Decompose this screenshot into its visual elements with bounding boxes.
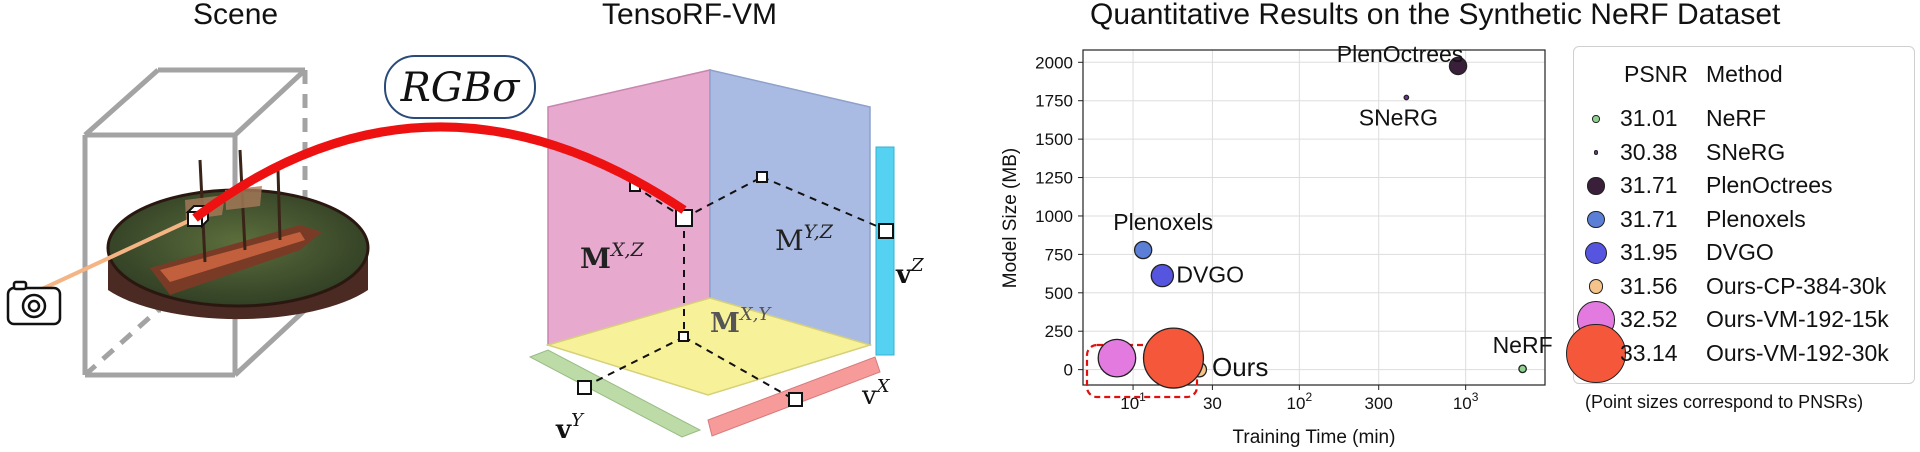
legend-row: 31.71 PlenOctrees: [1574, 170, 1914, 202]
point-labels: NeRF SNeRG PlenOctrees Plenoxels DVGO: [1113, 41, 1552, 358]
point-label-plenoxels: Plenoxels: [1113, 209, 1213, 235]
x-tick-label: 102: [1287, 390, 1313, 413]
legend-marker: [1592, 115, 1600, 123]
legend-marker: [1593, 150, 1599, 155]
y-ticks: 0 250 500 750 1000 1250 1500 1750 2000: [1035, 53, 1083, 380]
tensorf-planes: [545, 69, 873, 396]
point-label-nerf: NeRF: [1493, 332, 1553, 358]
legend-method: Ours-VM-192-30k: [1706, 339, 1889, 366]
x-tick-label: 103: [1453, 390, 1479, 413]
y-tick-label: 1750: [1035, 92, 1073, 111]
legend-psnr: 30.38: [1620, 138, 1678, 165]
legend-row: 31.71 Plenoxels: [1574, 204, 1914, 236]
legend-psnr: 31.01: [1620, 105, 1678, 131]
point-ours-vm-192-15k: [1097, 338, 1137, 378]
x-tick-label: 101: [1120, 390, 1146, 413]
legend-method: PlenOctrees: [1706, 172, 1833, 198]
point-snerg: [1403, 94, 1410, 101]
y-axis-label: Model Size (MB): [1000, 148, 1021, 288]
y-tick-label: 1000: [1035, 207, 1073, 226]
y-tick-label: 250: [1045, 322, 1073, 341]
point-label-dvgo: DVGO: [1176, 262, 1244, 288]
legend-psnr: 31.71: [1620, 205, 1678, 232]
legend-psnr: 33.14: [1620, 339, 1678, 366]
legend-header-method: Method: [1706, 61, 1783, 87]
point-nerf: [1518, 364, 1527, 374]
point-dvgo: [1150, 263, 1175, 288]
x-tick-label: 300: [1365, 394, 1393, 413]
x-tick-label: 30: [1203, 394, 1222, 413]
y-tick-label: 0: [1064, 361, 1073, 380]
legend-row: 31.56 Ours-CP-384-30k: [1574, 271, 1914, 303]
y-tick-label: 2000: [1035, 53, 1073, 72]
point-plenoctrees: [1448, 56, 1468, 76]
legend-marker: [1587, 177, 1605, 195]
query-arc: [192, 122, 687, 222]
rgb-sigma-bubble: RGBσ: [384, 55, 536, 119]
camera-ray: [39, 216, 196, 292]
legend-psnr: 31.95: [1620, 239, 1678, 265]
rgb-sigma-label: RGBσ: [400, 65, 521, 111]
x-axis-label: Training Time (min): [1233, 427, 1396, 448]
legend-row: 32.52 Ours-VM-192-15k: [1574, 301, 1914, 339]
legend-method: SNeRG: [1706, 138, 1786, 165]
legend-method: NeRF: [1706, 105, 1767, 131]
diagram-svg: RGBσ MX,Z MY,Z MX,Y vY vX vZ: [6, 55, 924, 445]
legend-method: Ours-VM-192-15k: [1706, 306, 1889, 332]
point-label-plenoctrees: PlenOctrees: [1337, 41, 1464, 67]
point-ours-vm-192-30k: [1142, 327, 1205, 389]
legend-row: 31.95 DVGO: [1574, 237, 1914, 269]
legend-method: Plenoxels: [1706, 205, 1806, 232]
vector-x-label: vX: [861, 376, 891, 411]
legend-row: 33.14 Ours-VM-192-30k: [1566, 323, 1914, 384]
projection-lines: [583, 176, 887, 401]
ours-annotation: Ours: [1212, 352, 1268, 382]
y-tick-label: 500: [1045, 284, 1073, 303]
camera-icon: [6, 280, 62, 326]
plot-frame: [1082, 49, 1546, 386]
ship-scene-image: [106, 149, 370, 320]
scene-title: Scene: [193, 0, 279, 31]
point-plenoxels: [1133, 240, 1153, 260]
point-label-snerg: SNeRG: [1359, 104, 1438, 130]
legend-marker: [1588, 279, 1604, 294]
sample-markers: [577, 171, 894, 407]
legend-method: Ours-CP-384-30k: [1706, 272, 1887, 299]
legend-marker: [1566, 323, 1626, 384]
y-tick-label: 750: [1045, 245, 1073, 264]
chart-title: Quantitative Results on the Synthetic Ne…: [1090, 0, 1781, 31]
legend-psnr: 32.52: [1620, 306, 1678, 332]
legend-psnr: 31.56: [1620, 272, 1678, 299]
y-tick-label: 1250: [1035, 169, 1073, 188]
point-size-note: (Point sizes correspond to PNSRs): [1585, 392, 1864, 412]
chart-legend: PSNR Method 31.01 NeRF 30.38 SNeRG 31.71 Plen…: [1566, 46, 1915, 384]
legend-method: DVGO: [1706, 239, 1774, 265]
legend-psnr: 31.71: [1620, 172, 1678, 198]
legend-marker: [1587, 210, 1605, 229]
tensorf-title: TensoRF-VM: [602, 0, 778, 31]
y-tick-label: 1500: [1035, 130, 1073, 149]
legend-row: 31.01 NeRF: [1574, 103, 1914, 135]
data-points: [1097, 56, 1527, 389]
legend-marker: [1584, 241, 1608, 265]
legend-row: 30.38 SNeRG: [1574, 137, 1914, 169]
x-ticks: 101 30 102 300 103: [1120, 385, 1479, 413]
legend-header-psnr: PSNR: [1624, 61, 1688, 87]
